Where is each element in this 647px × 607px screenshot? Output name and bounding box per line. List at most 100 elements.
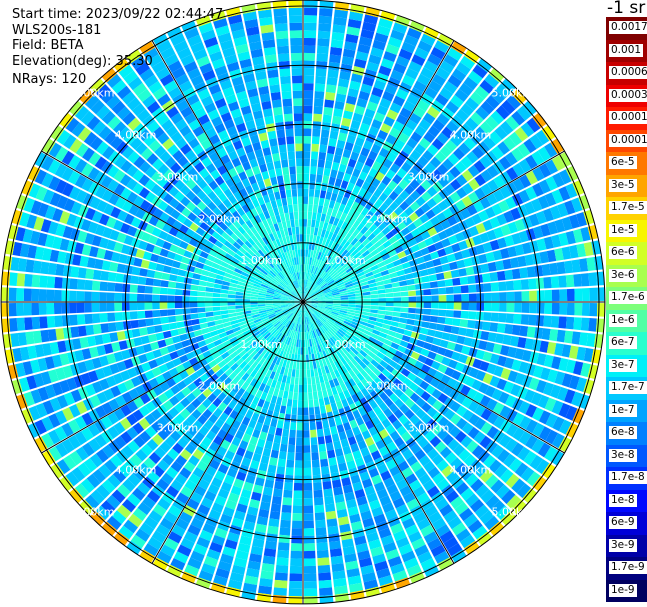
range-gate-cell <box>132 507 147 522</box>
range-gate-cell <box>437 392 449 404</box>
range-gate-cell <box>148 139 162 153</box>
range-gate-cell <box>202 264 212 272</box>
range-gate-cell <box>485 440 498 454</box>
range-gate-cell <box>227 204 237 214</box>
range-gate-cell <box>245 210 254 220</box>
range-gate-cell <box>409 479 422 492</box>
range-gate-cell <box>322 389 329 398</box>
range-gate-cell <box>292 83 303 91</box>
range-gate-cell <box>400 226 411 236</box>
range-gate-cell <box>475 349 486 360</box>
range-gate-cell <box>303 460 312 469</box>
range-gate-cell <box>263 384 271 394</box>
range-gate-cell <box>166 216 177 227</box>
range-gate-cell <box>495 260 505 271</box>
range-gate-cell <box>179 240 189 250</box>
range-gate-cell <box>326 207 333 216</box>
range-gate-cell <box>84 302 92 313</box>
range-gate-cell <box>185 403 196 414</box>
range-gate-cell <box>290 414 297 423</box>
range-gate-cell <box>319 343 325 352</box>
range-gate-cell <box>443 171 456 183</box>
range-gate-cell <box>372 343 382 352</box>
range-gate-cell <box>66 213 78 227</box>
range-gate-cell <box>89 196 101 210</box>
range-gate-cell <box>415 308 424 315</box>
range-gate-cell <box>338 313 347 319</box>
range-gate-cell <box>297 304 301 308</box>
range-gate-cell <box>461 169 474 182</box>
range-gate-cell <box>329 54 342 64</box>
range-gate-cell <box>303 279 306 287</box>
range-gate-cell <box>289 250 294 259</box>
range-gate-cell <box>231 436 242 447</box>
range-gate-cell <box>303 60 315 69</box>
range-gate-cell <box>441 126 454 139</box>
range-gate-cell <box>346 396 355 406</box>
range-gate-cell <box>183 531 198 543</box>
range-gate-cell <box>351 347 359 356</box>
range-gate-cell <box>324 322 331 329</box>
range-gate-cell <box>213 283 222 289</box>
range-gate-cell <box>304 15 317 24</box>
range-gate-cell <box>427 53 442 67</box>
range-gate-cell <box>34 436 48 453</box>
range-gate-cell <box>305 302 311 304</box>
range-gate-cell <box>209 221 219 231</box>
range-gate-cell <box>164 156 177 169</box>
range-gate-cell <box>256 275 264 282</box>
range-gate-cell <box>406 27 422 40</box>
range-gate-cell <box>260 328 268 336</box>
range-gate-cell <box>411 54 426 67</box>
range-gate-cell <box>237 197 247 207</box>
range-gate-cell <box>328 379 336 389</box>
range-gate-cell <box>309 338 313 347</box>
range-gate-cell <box>382 158 393 169</box>
range-gate-cell <box>205 287 214 293</box>
range-gate-cell <box>511 110 526 126</box>
range-gate-cell <box>441 107 455 120</box>
range-gate-cell <box>311 242 316 251</box>
range-gate-cell <box>90 78 106 94</box>
range-gate-cell <box>241 372 250 382</box>
range-gate-cell <box>303 490 313 499</box>
range-gate-cell <box>541 463 556 479</box>
range-gate-cell <box>352 366 360 376</box>
range-gate-cell <box>328 281 336 287</box>
range-gate-cell <box>148 215 159 227</box>
range-gate-cell <box>480 263 490 274</box>
range-gate-cell <box>311 314 317 321</box>
range-gate-cell <box>334 147 344 157</box>
range-gate-cell <box>336 350 343 359</box>
range-gate-cell <box>297 331 300 340</box>
range-gate-cell <box>170 209 181 220</box>
range-gate-cell <box>347 306 356 311</box>
range-gate-cell <box>428 274 438 282</box>
range-gate-cell <box>181 207 192 218</box>
range-gate-cell <box>325 303 334 306</box>
range-gate-cell <box>275 214 282 223</box>
range-gate-cell <box>401 161 412 173</box>
range-gate-cell <box>564 389 576 404</box>
range-gate-cell <box>382 90 395 102</box>
range-gate-cell <box>380 123 392 134</box>
range-gate-cell <box>30 230 41 245</box>
range-gate-cell <box>242 194 252 204</box>
range-gate-cell <box>152 504 167 517</box>
range-gate-cell <box>80 218 92 232</box>
range-gate-cell <box>175 454 188 467</box>
range-gate-cell <box>155 263 165 272</box>
range-gate-cell <box>288 298 296 301</box>
range-gate-cell <box>152 245 162 255</box>
range-gate-cell <box>273 106 283 116</box>
range-gate-cell <box>308 292 316 298</box>
range-gate-cell <box>23 302 32 316</box>
range-gate-cell <box>250 387 259 396</box>
range-gate-cell <box>506 494 522 510</box>
range-gate-cell <box>148 261 158 271</box>
range-gate-cell <box>200 138 212 150</box>
range-gate-cell <box>69 278 78 290</box>
range-gate-cell <box>437 33 454 47</box>
range-gate-cell <box>157 200 169 212</box>
range-gate-cell <box>310 297 318 301</box>
